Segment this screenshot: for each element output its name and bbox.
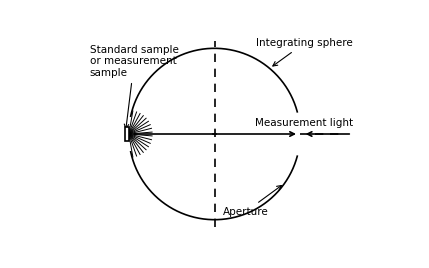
Text: Aperture: Aperture — [223, 185, 281, 217]
Text: Measurement light: Measurement light — [255, 117, 353, 128]
Bar — [125, 127, 129, 141]
Text: Standard sample
or measurement
sample: Standard sample or measurement sample — [90, 45, 179, 129]
Text: Integrating sphere: Integrating sphere — [256, 38, 353, 66]
